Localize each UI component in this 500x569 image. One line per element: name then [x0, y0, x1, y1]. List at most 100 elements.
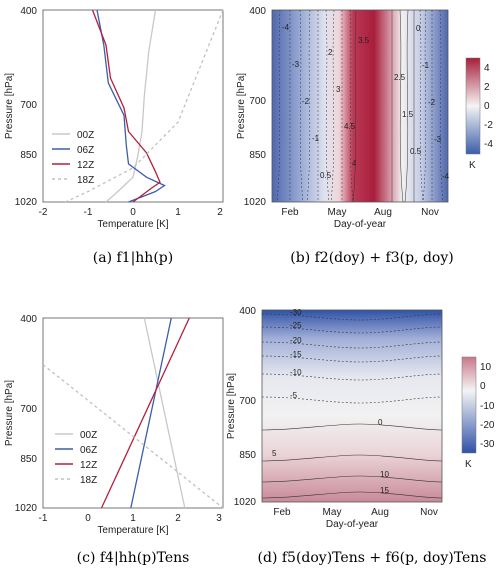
colorbar-tick: -30: [480, 439, 495, 450]
contour-line: [261, 491, 443, 499]
caption-a: (a) f1|hh(p): [93, 250, 173, 266]
contour-line: [330, 9, 335, 203]
panel-b: -4 -3 -2 -1 0.5 2 3 4.5 4 3.5 2.5 1.5 0.5 0 -1 -2 -3 -4: [271, 9, 481, 203]
y-tick-label: 400: [20, 6, 37, 17]
colorbar-tick: 2: [484, 82, 490, 93]
y-tick-label: 1020: [244, 197, 267, 208]
x-tick-label: 1: [175, 207, 181, 218]
colorbar-tick: -20: [480, 420, 495, 431]
contour-label: 0.5: [410, 147, 422, 156]
contour-label: -1: [312, 134, 320, 143]
series-line-12Z: [91, 9, 161, 203]
x-tick-label: Aug: [371, 507, 389, 518]
x-tick-label: Feb: [281, 207, 299, 218]
legend-label-06Z: 06Z: [80, 445, 97, 456]
colorbar-unit: K: [465, 459, 472, 470]
contour-label: 15: [380, 486, 389, 495]
x-tick-label: 3: [216, 513, 222, 524]
plot-frame: [42, 9, 224, 203]
legend-label-12Z: 12Z: [77, 160, 94, 171]
contour-label: 0: [378, 418, 383, 427]
contour-line: [261, 355, 443, 363]
contour-line: [261, 313, 443, 321]
colorbar-tick: 10: [480, 362, 492, 373]
x-axis-label: Temperature [K]: [97, 525, 168, 536]
colorbar: [465, 57, 481, 155]
contour-line: [276, 9, 281, 203]
caption-c: (c) f4|hh(p)Tens: [77, 550, 190, 566]
contour-line: [439, 9, 444, 203]
x-tick-label: May: [328, 207, 347, 218]
x-tick-label: -1: [84, 207, 93, 218]
line-series-group: [65, 9, 224, 203]
contour-line: [352, 9, 357, 203]
contour-label: -20: [290, 336, 302, 345]
contour-line: [325, 9, 330, 203]
legend-label-18Z: 18Z: [77, 175, 94, 186]
contour-label: -3: [292, 60, 300, 69]
y-axis-label: Pressure [hPa]: [4, 73, 15, 139]
y-tick-label: 850: [239, 450, 256, 461]
contour-label: 1.5: [402, 110, 414, 119]
x-tick-label: 2: [175, 513, 181, 524]
x-axis-label: Day-of-year: [334, 219, 387, 230]
x-tick-label: 1: [130, 513, 136, 524]
panel-c: 00Z 06Z 12Z 18Z: [42, 317, 224, 509]
colorbar-unit: K: [469, 160, 476, 171]
y-axis-label: Pressure [hPa]: [4, 380, 15, 446]
series-line-00Z: [143, 317, 186, 509]
colorbar: [461, 356, 477, 454]
y-tick-label: 1020: [15, 503, 38, 514]
series-line-00Z: [105, 9, 157, 203]
series-line-12Z: [100, 317, 190, 509]
contour-label: 0: [416, 24, 421, 33]
x-tick-label: -1: [39, 513, 48, 524]
contour-label: -2: [302, 97, 310, 106]
contour-line: [399, 9, 404, 203]
colorbar-tick: -4: [484, 139, 493, 150]
legend: 00Z 06Z 12Z 18Z: [52, 130, 94, 186]
contour-label: -15: [290, 350, 302, 359]
contour-label: 0.5: [320, 171, 332, 180]
contour-lines: -30 -25 -20 -15 -10 -5 0 5 10 15: [261, 308, 443, 499]
y-tick-label: 700: [20, 100, 37, 111]
x-tick-label: 2: [217, 207, 223, 218]
y-tick-label: 850: [20, 150, 37, 161]
y-tick-label: 400: [239, 306, 256, 317]
contour-line: [261, 454, 443, 462]
contour-label: -4: [282, 23, 290, 32]
x-tick-label: May: [323, 507, 342, 518]
heatmap-field: [261, 309, 443, 503]
y-tick-label: 850: [249, 150, 266, 161]
x-axis-label: Day-of-year: [326, 519, 379, 530]
y-tick-label: 1020: [234, 497, 257, 508]
y-tick-label: 700: [20, 404, 37, 415]
contour-label: 5: [272, 449, 277, 458]
series-line-06Z: [96, 9, 166, 203]
colorbar-tick: 0: [480, 381, 486, 392]
x-tick-label: 0: [85, 513, 91, 524]
legend-label-00Z: 00Z: [80, 430, 97, 441]
line-series-group: [42, 317, 224, 509]
series-line-06Z: [130, 317, 172, 509]
colorbar-tick: -10: [480, 401, 495, 412]
contour-label: -30: [290, 308, 302, 317]
y-axis-label: Pressure [hPa]: [236, 73, 247, 139]
contour-label: 3: [336, 85, 341, 94]
x-tick-label: Aug: [374, 207, 392, 218]
contour-label: 10: [380, 470, 389, 479]
series-line-18Z: [42, 364, 224, 509]
contour-line: [404, 9, 409, 203]
y-tick-label: 700: [239, 396, 256, 407]
y-axis-label: Pressure [hPa]: [226, 373, 237, 439]
panel-d: -30 -25 -20 -15 -10 -5 0 5 10 15: [261, 308, 477, 503]
contour-line: [261, 326, 443, 334]
legend-label-00Z: 00Z: [77, 130, 94, 141]
y-tick-label: 850: [20, 454, 37, 465]
caption-d: (d) f5(doy)Tens + f6(p, doy)Tens: [258, 550, 487, 566]
x-tick-label: Nov: [420, 507, 438, 518]
contour-line: [349, 9, 354, 203]
y-tick-label: 700: [249, 96, 266, 107]
contour-label: -1: [422, 61, 430, 70]
